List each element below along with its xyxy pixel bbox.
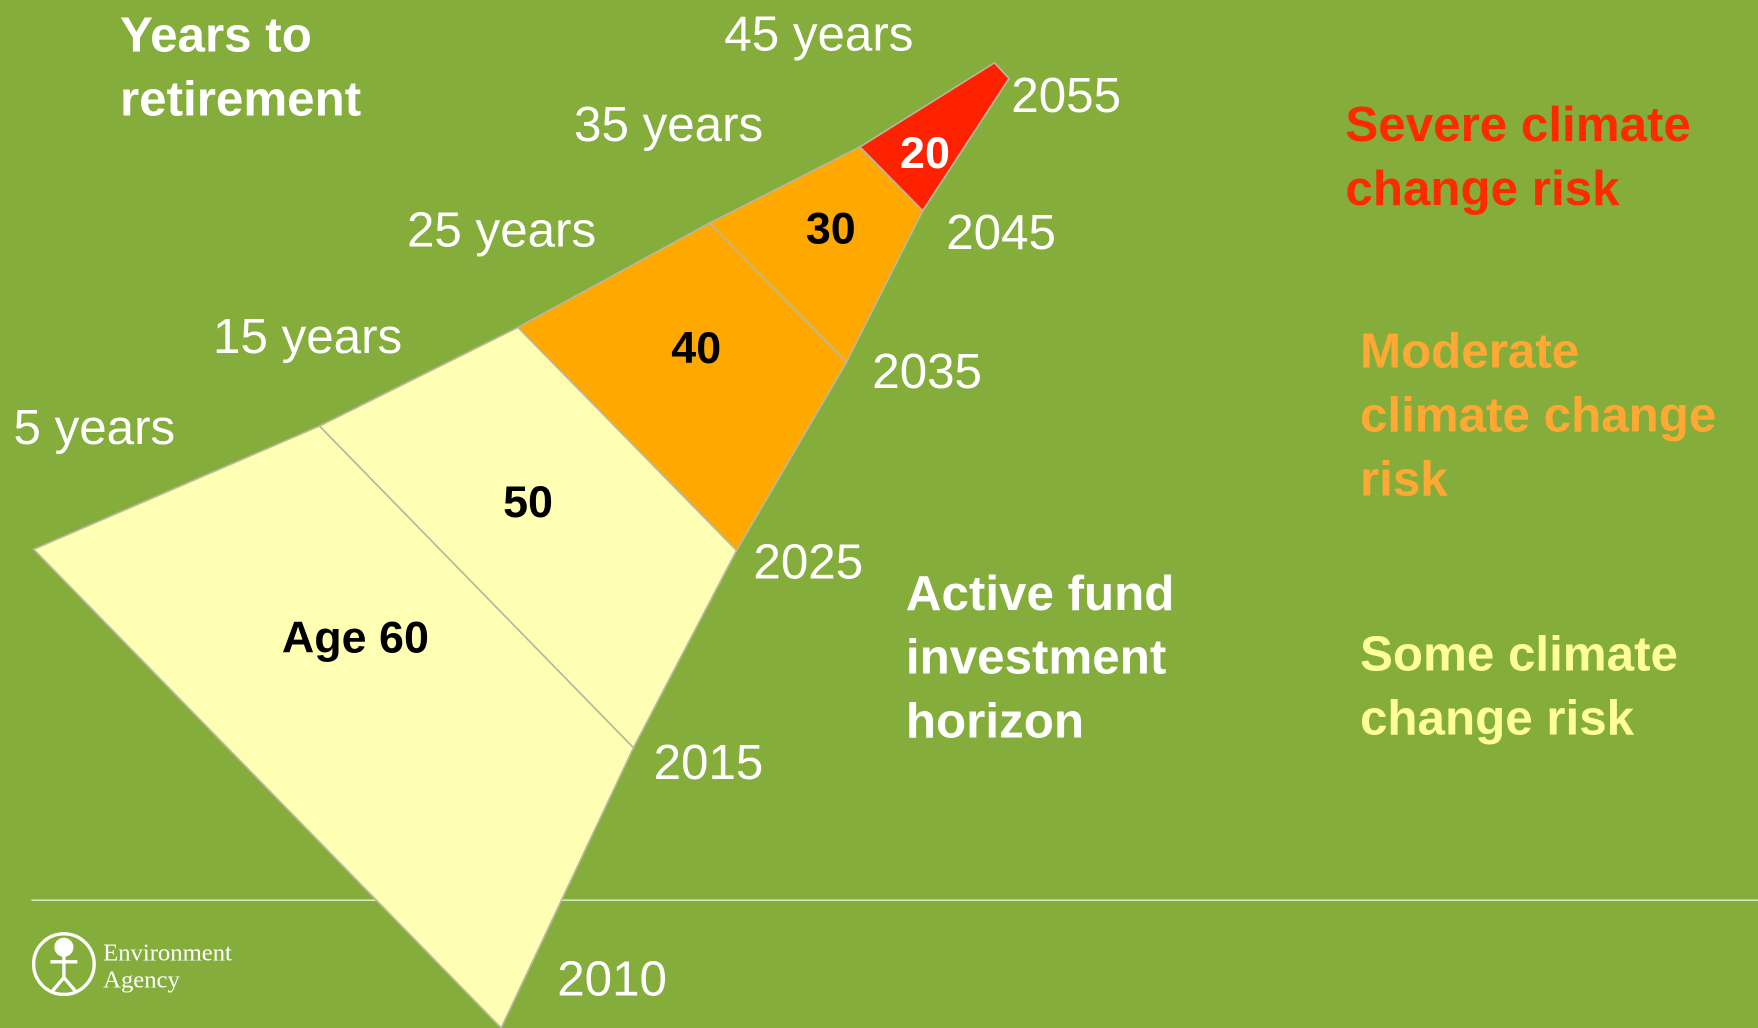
- title: Years to: [120, 8, 312, 63]
- date-label: 2015: [654, 735, 764, 790]
- segment: [858, 61, 1011, 213]
- legend-label: climate change: [1360, 388, 1716, 443]
- segment-label: 50: [503, 476, 553, 527]
- years-label: 15 years: [213, 309, 402, 364]
- date-label: 2010: [557, 951, 667, 1006]
- date-label: 2025: [753, 534, 863, 589]
- legend-label: risk: [1360, 452, 1448, 507]
- title: retirement: [120, 71, 361, 126]
- logo-text: Agency: [103, 967, 180, 994]
- years-label: 35 years: [574, 97, 763, 152]
- legend-label: change risk: [1345, 161, 1620, 216]
- years-label: 45 years: [724, 6, 913, 61]
- segment-label: 40: [671, 322, 721, 373]
- horizon-label: horizon: [906, 694, 1084, 749]
- horizon-label: investment: [906, 630, 1166, 685]
- horizon-label: Active fund: [906, 566, 1175, 621]
- years-label: 5 years: [13, 400, 175, 455]
- legend-label: Some climate: [1360, 626, 1678, 681]
- segment-label: 30: [806, 202, 856, 253]
- date-label: 2035: [872, 344, 982, 399]
- years-label: 25 years: [407, 203, 596, 258]
- legend-label: change risk: [1360, 690, 1635, 745]
- date-label: 2055: [1011, 68, 1121, 123]
- logo-icon: [31, 932, 96, 997]
- date-label: 2045: [946, 205, 1056, 260]
- segment-label: 20: [900, 127, 950, 178]
- segment-label: Age 60: [282, 611, 429, 662]
- legend-label: Moderate: [1360, 324, 1579, 379]
- logo-text: Environment: [103, 940, 232, 967]
- legend-label: Severe climate: [1345, 97, 1690, 152]
